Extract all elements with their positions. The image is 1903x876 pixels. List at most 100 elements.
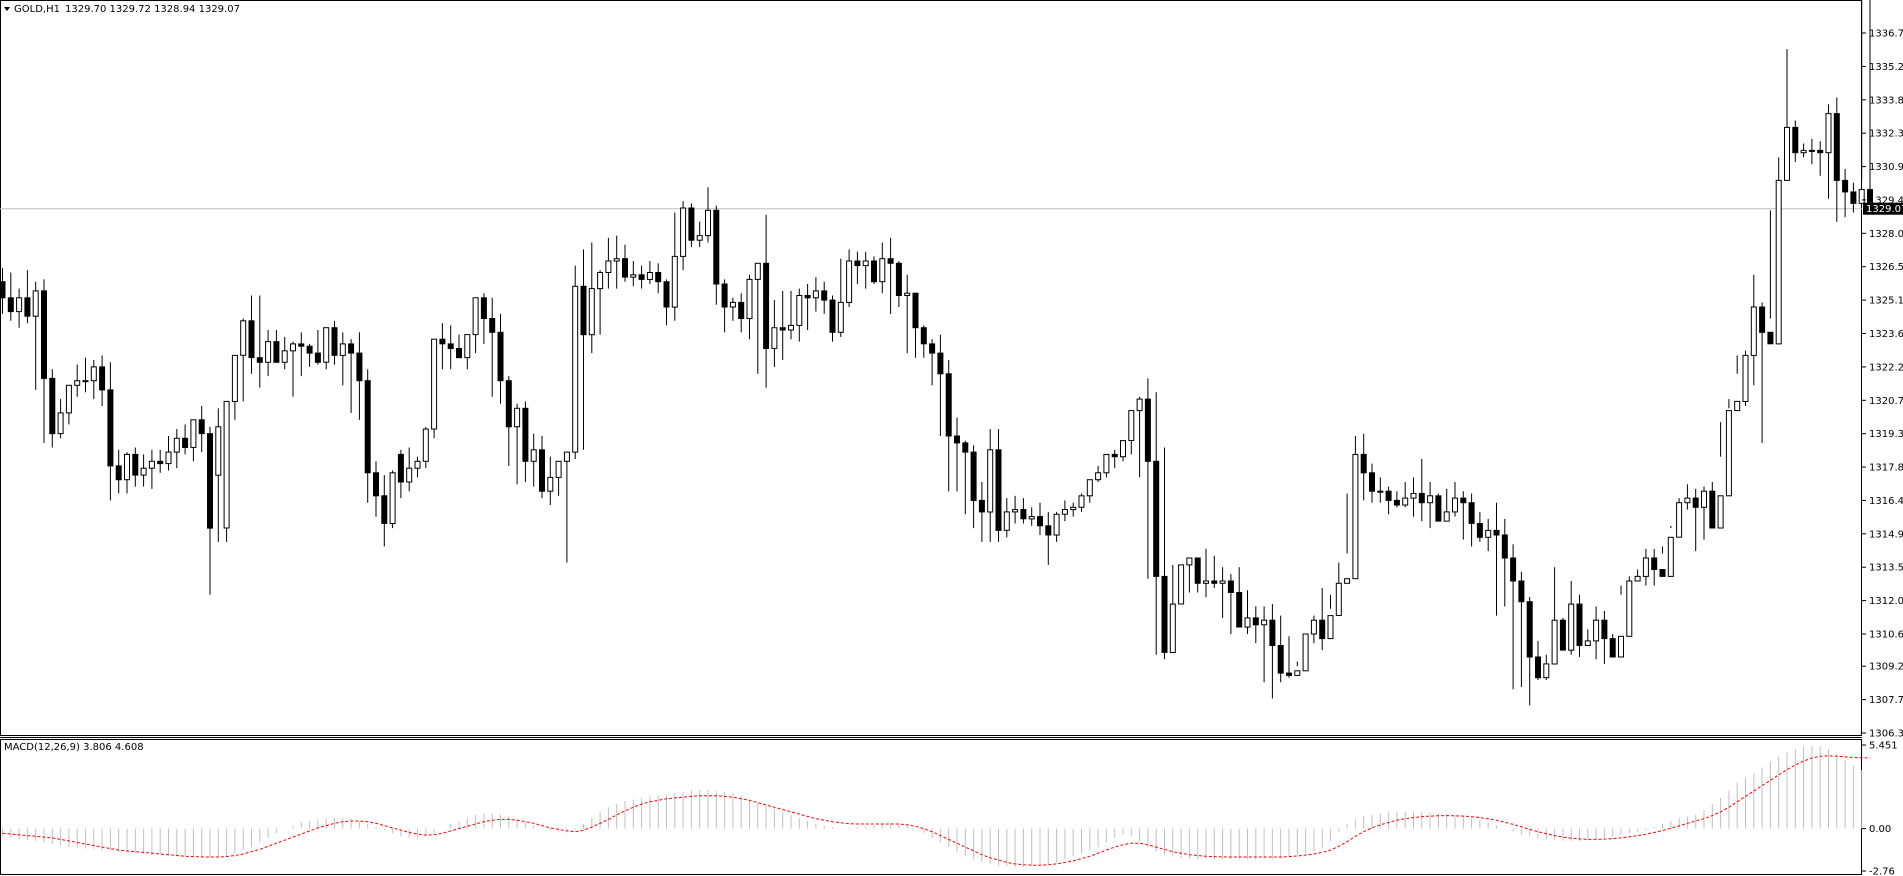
candle[interactable] xyxy=(1277,615,1284,683)
candle[interactable] xyxy=(306,343,313,367)
candle[interactable] xyxy=(912,292,919,358)
candle[interactable] xyxy=(796,288,803,342)
candle[interactable] xyxy=(829,295,836,342)
candle[interactable] xyxy=(422,426,429,469)
candle[interactable] xyxy=(688,203,695,248)
candle[interactable] xyxy=(738,293,745,333)
candle[interactable] xyxy=(1501,518,1508,607)
candle[interactable] xyxy=(1186,557,1193,593)
candle[interactable] xyxy=(929,339,936,386)
candle[interactable] xyxy=(1111,449,1118,469)
candle[interactable] xyxy=(680,201,687,271)
candle[interactable] xyxy=(165,436,172,471)
candle[interactable] xyxy=(1667,525,1674,577)
candle[interactable] xyxy=(414,456,421,478)
candle[interactable] xyxy=(1070,502,1077,517)
candle[interactable] xyxy=(937,334,944,436)
candle[interactable] xyxy=(1078,493,1085,512)
candle[interactable] xyxy=(107,362,114,501)
candle[interactable] xyxy=(1244,590,1251,634)
candle[interactable] xyxy=(1360,433,1367,501)
candle[interactable] xyxy=(1045,511,1052,565)
candle[interactable] xyxy=(1227,574,1234,634)
candle[interactable] xyxy=(954,417,960,492)
candle[interactable] xyxy=(49,369,56,448)
candle[interactable] xyxy=(256,295,263,388)
candle[interactable] xyxy=(1601,611,1608,664)
candle[interactable] xyxy=(464,334,471,370)
candle[interactable] xyxy=(1443,488,1450,522)
candle[interactable] xyxy=(1593,606,1600,660)
candle[interactable] xyxy=(895,261,902,307)
candle[interactable] xyxy=(539,436,545,499)
candle[interactable] xyxy=(1012,495,1019,524)
candle[interactable] xyxy=(1020,498,1027,524)
candle[interactable] xyxy=(970,445,977,529)
candle[interactable] xyxy=(1028,507,1035,526)
candle[interactable] xyxy=(472,297,479,354)
candle[interactable] xyxy=(1153,392,1160,655)
candle[interactable] xyxy=(339,332,346,386)
candle[interactable] xyxy=(1568,581,1575,655)
candle[interactable] xyxy=(1609,634,1616,658)
candle[interactable] xyxy=(1858,0,1865,204)
candle[interactable] xyxy=(1767,210,1774,345)
candle[interactable] xyxy=(41,279,47,443)
candle[interactable] xyxy=(381,475,388,547)
candle[interactable] xyxy=(1385,486,1392,515)
candle[interactable] xyxy=(879,242,886,294)
candle[interactable] xyxy=(456,334,462,359)
candle[interactable] xyxy=(1559,617,1566,651)
candle[interactable] xyxy=(1095,465,1102,482)
candle[interactable] xyxy=(248,295,255,374)
candle[interactable] xyxy=(1717,422,1724,529)
candle[interactable] xyxy=(945,360,952,492)
candle[interactable] xyxy=(1335,562,1342,616)
candle[interactable] xyxy=(431,338,438,439)
candle[interactable] xyxy=(290,341,296,397)
candle[interactable] xyxy=(522,401,529,482)
candle[interactable] xyxy=(1219,567,1226,618)
candle[interactable] xyxy=(1269,604,1276,699)
candle[interactable] xyxy=(1576,594,1583,657)
candle[interactable] xyxy=(746,274,753,340)
candle[interactable] xyxy=(331,320,338,365)
candle[interactable] xyxy=(1310,615,1317,644)
candle[interactable] xyxy=(273,330,280,363)
candle[interactable] xyxy=(1701,486,1707,540)
candle[interactable] xyxy=(729,297,736,321)
candle[interactable] xyxy=(1037,502,1043,535)
candle[interactable] xyxy=(1435,493,1442,522)
candle[interactable] xyxy=(580,249,587,450)
candle[interactable] xyxy=(32,281,39,390)
candle[interactable] xyxy=(1418,459,1425,522)
candle[interactable] xyxy=(1518,571,1525,687)
candle[interactable] xyxy=(1676,498,1683,538)
candle[interactable] xyxy=(605,237,612,289)
candle[interactable] xyxy=(846,249,853,307)
candle[interactable] xyxy=(862,251,869,289)
candle[interactable] xyxy=(1144,378,1151,579)
candle[interactable] xyxy=(373,461,379,517)
candle[interactable] xyxy=(613,235,620,289)
candle[interactable] xyxy=(1808,138,1815,165)
candle[interactable] xyxy=(24,270,31,324)
candle[interactable] xyxy=(530,433,537,487)
candle[interactable] xyxy=(198,406,205,453)
candle[interactable] xyxy=(987,429,994,542)
candle[interactable] xyxy=(779,290,786,360)
candle[interactable] xyxy=(788,290,794,340)
candle[interactable] xyxy=(207,426,213,595)
candlestick-series[interactable] xyxy=(0,0,1873,706)
candle[interactable] xyxy=(1128,410,1135,455)
candle[interactable] xyxy=(1103,453,1110,478)
candle[interactable] xyxy=(763,214,770,388)
candle[interactable] xyxy=(514,403,521,485)
candle[interactable] xyxy=(314,330,321,365)
candle[interactable] xyxy=(1086,479,1093,503)
candle[interactable] xyxy=(1286,636,1292,678)
candle[interactable] xyxy=(1452,482,1458,517)
candle[interactable] xyxy=(1003,498,1010,538)
candle[interactable] xyxy=(1543,654,1550,680)
candle[interactable] xyxy=(804,284,811,330)
